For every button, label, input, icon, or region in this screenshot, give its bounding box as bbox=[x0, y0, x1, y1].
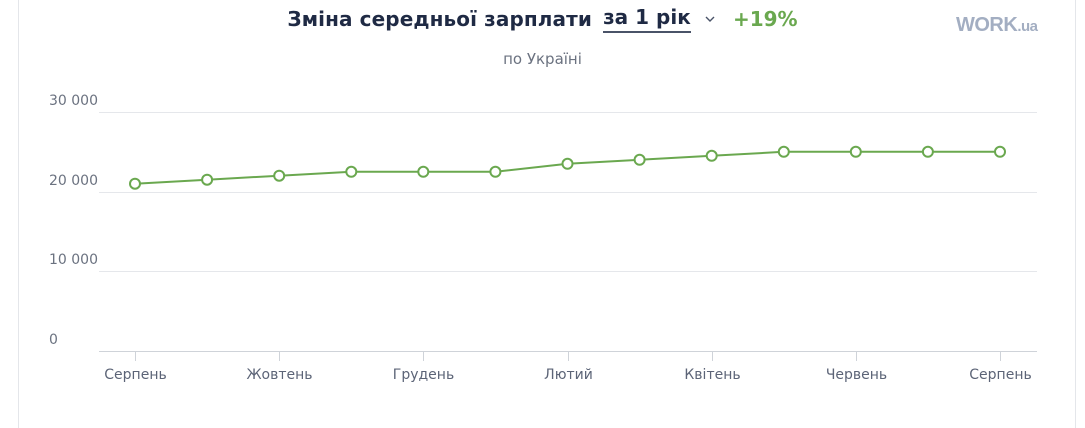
data-point-marker[interactable] bbox=[994, 145, 1006, 158]
data-point-marker[interactable] bbox=[777, 145, 790, 158]
salary-change-badge: +19% bbox=[732, 6, 798, 31]
data-point-marker[interactable] bbox=[561, 157, 574, 170]
data-point-marker[interactable] bbox=[201, 173, 214, 186]
y-tick-label: 20 000 bbox=[49, 172, 98, 189]
y-tick-label: 10 000 bbox=[49, 251, 98, 268]
x-tick-label: Серпень bbox=[104, 367, 167, 383]
logo-main: WORK bbox=[956, 14, 1018, 36]
data-point-marker[interactable] bbox=[489, 165, 502, 178]
y-tick-label: 30 000 bbox=[49, 92, 98, 109]
data-point-marker[interactable] bbox=[345, 165, 358, 178]
x-tick-label: Жовтень bbox=[246, 367, 313, 383]
x-tick-label: Червень bbox=[825, 367, 888, 383]
data-point-marker[interactable] bbox=[273, 169, 286, 182]
work-ua-logo: WORK.ua bbox=[956, 14, 1038, 37]
chart-card-border bbox=[18, 0, 1076, 428]
y-tick-label: 0 bbox=[49, 331, 58, 348]
logo-suffix: .ua bbox=[1017, 18, 1038, 35]
x-tick-label: Квітень bbox=[684, 367, 741, 383]
line-chart-plot bbox=[99, 112, 1037, 361]
data-point-marker[interactable] bbox=[849, 145, 862, 158]
data-point-marker[interactable] bbox=[633, 153, 646, 166]
period-selector[interactable]: за 1 рік bbox=[603, 4, 691, 33]
chart-header: Зміна середньої зарплати за 1 рік +19% bbox=[0, 4, 1085, 33]
x-tick-label: Серпень bbox=[969, 367, 1032, 383]
data-point-marker[interactable] bbox=[417, 165, 430, 178]
chart-title: Зміна середньої зарплати bbox=[287, 6, 592, 31]
chart-subtitle: по Україні bbox=[503, 50, 582, 68]
chevron-down-icon[interactable] bbox=[704, 13, 716, 25]
data-point-marker[interactable] bbox=[921, 145, 934, 158]
data-point-marker[interactable] bbox=[129, 177, 141, 190]
data-point-marker[interactable] bbox=[705, 149, 718, 162]
x-tick-label: Лютий bbox=[544, 367, 593, 383]
x-tick-label: Грудень bbox=[392, 367, 455, 383]
